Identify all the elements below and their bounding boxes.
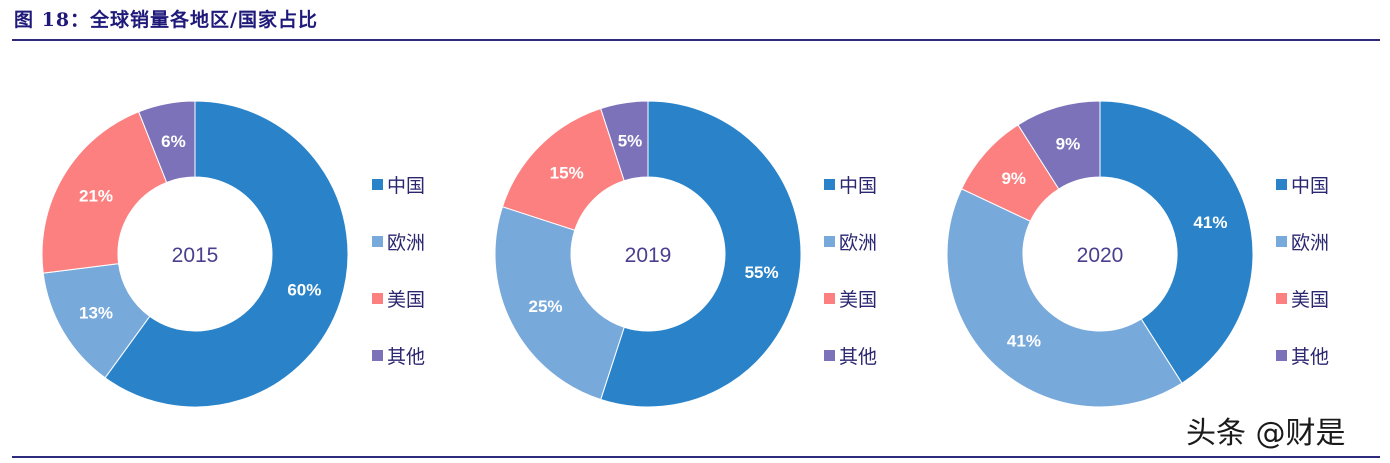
legend-label: 其他 xyxy=(387,346,426,368)
legend-label: 欧洲 xyxy=(1291,232,1330,254)
donut-center-year: 2019 xyxy=(625,244,672,267)
slice-value-label: 25% xyxy=(529,297,563,316)
donut-center-year: 2020 xyxy=(1077,244,1124,267)
legend-label: 中国 xyxy=(387,175,426,197)
donut-slice-3 xyxy=(138,100,196,184)
top-divider xyxy=(12,39,1380,41)
legend-item: 欧洲 xyxy=(824,228,877,255)
legend-label: 其他 xyxy=(839,346,878,368)
legend-swatch-icon xyxy=(372,350,383,361)
donut-chart-2020: 41% 41% 9% 9% 2020 xyxy=(946,100,1254,408)
legend-label: 欧洲 xyxy=(387,232,426,254)
legend-label: 美国 xyxy=(1291,289,1330,311)
legend-label: 其他 xyxy=(1291,346,1330,368)
legend-item: 其他 xyxy=(1276,342,1329,369)
slice-value-label: 9% xyxy=(1056,135,1081,154)
donut-slice-1 xyxy=(946,188,1183,408)
legend-swatch-icon xyxy=(1276,179,1287,190)
legend-swatch-icon xyxy=(824,350,835,361)
legend-label: 欧洲 xyxy=(839,232,878,254)
slice-value-label: 5% xyxy=(618,131,643,150)
slice-value-label: 21% xyxy=(79,186,113,205)
legend-swatch-icon xyxy=(824,293,835,304)
legend-item: 美国 xyxy=(1276,285,1329,312)
donut-center-year: 2015 xyxy=(172,244,219,267)
legend-item: 其他 xyxy=(372,342,425,369)
legend-label: 美国 xyxy=(839,289,878,311)
donut-slice-3 xyxy=(1017,100,1101,190)
legend-item: 美国 xyxy=(372,285,425,312)
slice-value-label: 13% xyxy=(79,304,113,323)
legend-item: 中国 xyxy=(1276,171,1329,198)
legend-label: 中国 xyxy=(839,175,878,197)
donut-chart-2015: 60% 13% 21% 6% 2015 xyxy=(41,100,349,408)
watermark: 头条 @财是 xyxy=(1186,416,1346,451)
legend-swatch-icon xyxy=(824,179,835,190)
legend-item: 其他 xyxy=(824,342,877,369)
legend-label: 美国 xyxy=(387,289,426,311)
slice-value-label: 6% xyxy=(161,132,186,151)
slice-value-label: 41% xyxy=(1007,331,1041,350)
legend-item: 欧洲 xyxy=(1276,228,1329,255)
legend-item: 欧洲 xyxy=(372,228,425,255)
legend-item: 中国 xyxy=(824,171,877,198)
legend-item: 中国 xyxy=(372,171,425,198)
slice-value-label: 9% xyxy=(1001,169,1026,188)
slice-value-label: 60% xyxy=(287,281,321,300)
legend-swatch-icon xyxy=(1276,236,1287,247)
legend-item: 美国 xyxy=(824,285,877,312)
donut-slice-0 xyxy=(1099,100,1254,384)
legend-swatch-icon xyxy=(372,236,383,247)
figure-title: 图 18：全球销量各地区/国家占比 xyxy=(14,9,318,31)
slice-value-label: 15% xyxy=(550,164,584,183)
bottom-divider xyxy=(12,456,1380,458)
donut-slice-1 xyxy=(494,206,625,401)
donut-slice-0 xyxy=(104,100,349,408)
legend-swatch-icon xyxy=(1276,293,1287,304)
legend-label: 中国 xyxy=(1291,175,1330,197)
legend-swatch-icon xyxy=(824,236,835,247)
legend-swatch-icon xyxy=(372,293,383,304)
donut-slice-3 xyxy=(600,100,649,182)
donut-slice-0 xyxy=(600,100,802,408)
legend-swatch-icon xyxy=(1276,350,1287,361)
donut-chart-2019: 55% 25% 15% 5% 2019 xyxy=(494,100,802,408)
donut-slice-2 xyxy=(41,111,168,274)
slice-value-label: 55% xyxy=(745,263,779,282)
legend-swatch-icon xyxy=(372,179,383,190)
slice-value-label: 41% xyxy=(1193,213,1227,232)
